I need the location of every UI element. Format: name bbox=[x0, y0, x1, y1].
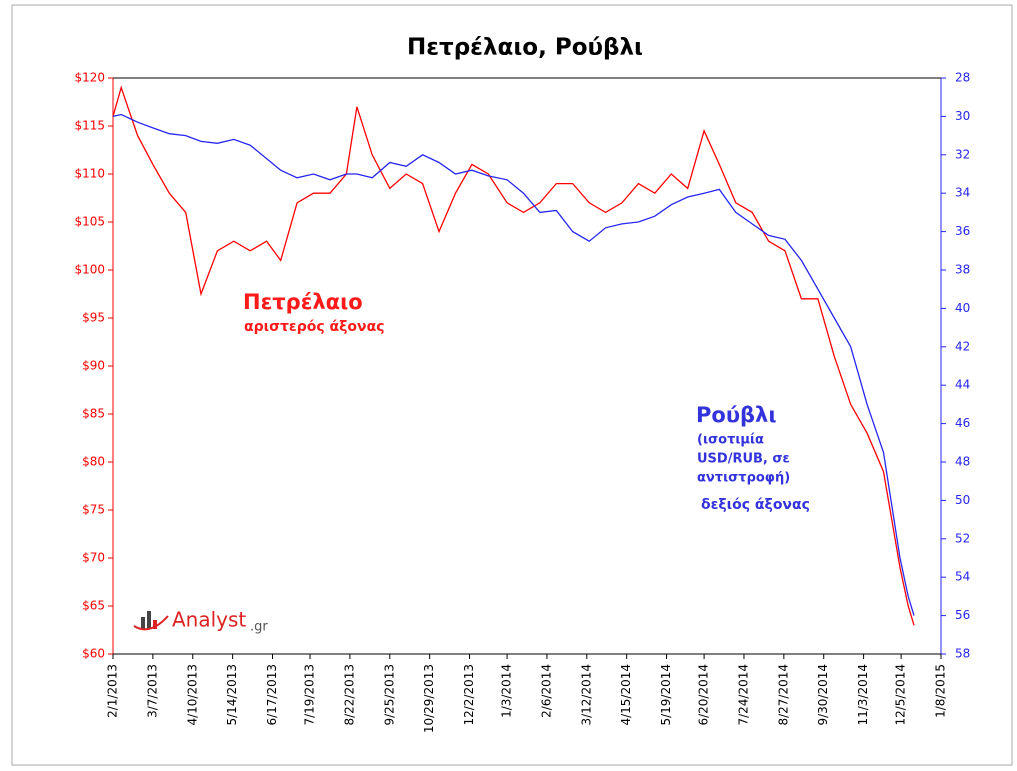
rub-label: Ρούβλι bbox=[696, 403, 777, 427]
x-tick-label: 7/19/2013 bbox=[303, 664, 317, 726]
y2-tick-label: 32 bbox=[955, 147, 970, 161]
x-tick-label: 3/12/2014 bbox=[579, 664, 593, 726]
x-tick-label: 6/20/2014 bbox=[697, 664, 711, 726]
x-tick-label: 4/15/2014 bbox=[619, 664, 633, 726]
y-tick-label: $60 bbox=[82, 647, 105, 661]
x-tick-label: 8/27/2014 bbox=[776, 664, 790, 726]
x-tick-label: 1/3/2014 bbox=[500, 664, 514, 718]
y-tick-label: $75 bbox=[82, 503, 105, 517]
x-tick-label: 2/1/2013 bbox=[106, 664, 120, 718]
x-tick-label: 6/17/2013 bbox=[265, 664, 279, 726]
logo-icon bbox=[133, 611, 169, 631]
y2-tick-label: 38 bbox=[955, 263, 970, 277]
logo-text: Analyst bbox=[172, 608, 246, 632]
y-tick-label: $100 bbox=[74, 263, 105, 277]
y-tick-label: $65 bbox=[82, 599, 105, 613]
y-tick-label: $120 bbox=[74, 71, 105, 85]
y2-tick-label: 54 bbox=[955, 570, 970, 584]
x-tick-label: 12/5/2014 bbox=[894, 664, 908, 726]
x-tick-label: 12/2/2013 bbox=[462, 664, 476, 726]
y2-tick-label: 56 bbox=[955, 608, 970, 622]
y2-tick-label: 50 bbox=[955, 493, 970, 507]
oil-label: Πετρέλαιο bbox=[243, 290, 363, 314]
y2-tick-label: 36 bbox=[955, 224, 970, 238]
y-tick-label: $80 bbox=[82, 455, 105, 469]
x-tick-label: 9/30/2014 bbox=[816, 664, 830, 726]
y-tick-label: $115 bbox=[74, 119, 105, 133]
x-tick-label: 5/14/2013 bbox=[225, 664, 239, 726]
y2-tick-label: 34 bbox=[955, 186, 970, 200]
y-tick-label: $70 bbox=[82, 551, 105, 565]
y-tick-label: $95 bbox=[82, 311, 105, 325]
y2-tick-label: 44 bbox=[955, 378, 970, 392]
y2-tick-label: 40 bbox=[955, 301, 970, 315]
x-tick-label: 1/8/2015 bbox=[934, 664, 948, 718]
x-tick-label: 7/24/2014 bbox=[736, 664, 750, 726]
y-tick-label: $90 bbox=[82, 359, 105, 373]
rub-note: USD/RUB, σε bbox=[697, 452, 790, 467]
y2-tick-label: 30 bbox=[955, 109, 970, 123]
frame bbox=[11, 4, 1013, 766]
rub-note: αντιστροφή) bbox=[697, 471, 790, 486]
y-tick-label: $105 bbox=[74, 215, 105, 229]
x-tick-label: 9/25/2013 bbox=[382, 664, 396, 726]
y2-tick-label: 52 bbox=[955, 531, 970, 545]
x-tick-label: 2/6/2014 bbox=[539, 664, 553, 718]
rub-axis-note: δεξιός άξονας bbox=[701, 497, 810, 513]
y2-tick-label: 58 bbox=[955, 647, 970, 661]
x-tick-label: 4/10/2013 bbox=[185, 664, 199, 726]
x-tick-label: 8/22/2013 bbox=[342, 664, 356, 726]
rub-note: (ισοτιμία bbox=[697, 433, 764, 448]
x-tick-label: 11/3/2014 bbox=[856, 664, 870, 726]
y-tick-label: $110 bbox=[74, 167, 105, 181]
x-tick-label: 3/7/2013 bbox=[145, 664, 159, 718]
x-tick-label: 5/19/2014 bbox=[659, 664, 673, 726]
y2-tick-label: 28 bbox=[955, 71, 970, 85]
logo-suffix: .gr bbox=[250, 620, 268, 635]
x-tick-label: 10/29/2013 bbox=[422, 664, 436, 733]
y2-tick-label: 42 bbox=[955, 339, 970, 353]
series-line bbox=[112, 113, 915, 616]
y2-tick-label: 46 bbox=[955, 416, 970, 430]
series-line bbox=[112, 85, 915, 626]
chart-title: Πετρέλαιο, Ρούβλι bbox=[407, 35, 643, 61]
oil-axis-note: αριστερός άξονας bbox=[244, 319, 385, 335]
y-tick-label: $85 bbox=[82, 407, 105, 421]
y2-tick-label: 48 bbox=[955, 455, 970, 469]
